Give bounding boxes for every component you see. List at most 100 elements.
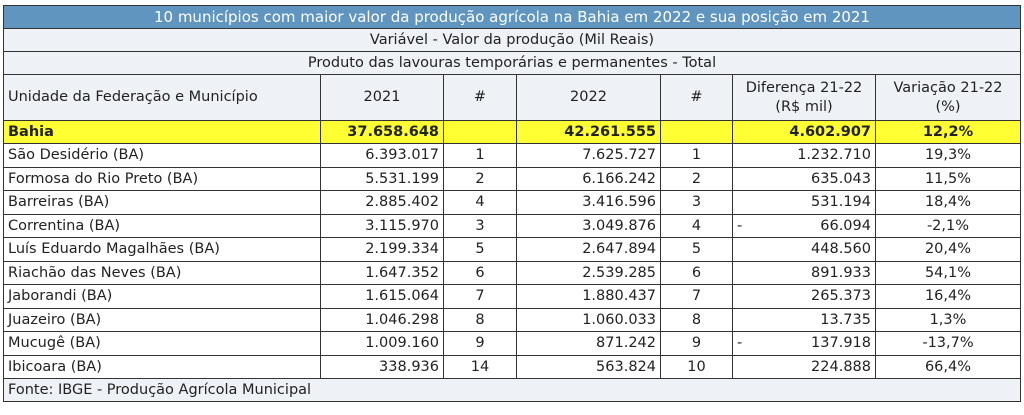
header-var-line1: Variação 21-22 <box>893 79 1003 96</box>
municipality-name: Ibicoara (BA) <box>3 354 321 379</box>
header-unit: Unidade da Federação e Município <box>3 74 321 121</box>
difference: 531.194 <box>732 190 876 215</box>
table-row: Formosa do Rio Preto (BA) 5.531.199 2 6.166… <box>3 166 1021 191</box>
value-2022: 2.539.285 <box>516 260 661 285</box>
value-2022: 2.647.894 <box>516 237 661 262</box>
municipality-name: Riachão das Neves (BA) <box>3 260 321 285</box>
municipality-name: Luís Eduardo Magalhães (BA) <box>3 237 321 262</box>
difference-value: 265.373 <box>811 288 871 305</box>
table-row: Riachão das Neves (BA) 1.647.352 6 2.539.28… <box>3 260 1021 285</box>
table-row: Correntina (BA) 3.115.970 3 3.049.876 4- 66.0… <box>3 213 1021 238</box>
value-2022: 7.625.727 <box>516 143 661 168</box>
table-row: Juazeiro (BA) 1.046.298 8 1.060.033 8 13.735 1… <box>3 307 1021 332</box>
value-2022: 1.060.033 <box>516 307 661 332</box>
rank-2022: 1 <box>660 143 733 168</box>
total-var: 12,2% <box>875 120 1021 144</box>
value-2021: 6.393.017 <box>320 143 444 168</box>
municipality-name: Juazeiro (BA) <box>3 307 321 332</box>
table-row: Ibicoara (BA) 338.936 14 563.824 10 224.888 66… <box>3 354 1021 379</box>
value-2021: 5.531.199 <box>320 166 444 191</box>
rank-2021: 2 <box>443 166 517 191</box>
municipality-name: Barreiras (BA) <box>3 190 321 215</box>
municipality-name: Formosa do Rio Preto (BA) <box>3 166 321 191</box>
rank-2021: 7 <box>443 284 517 309</box>
negative-sign: - <box>737 335 743 352</box>
rank-2021: 1 <box>443 143 517 168</box>
difference: 635.043 <box>732 166 876 191</box>
variation: -13,7% <box>875 331 1021 356</box>
header-diff-line2: (R$ mil) <box>775 98 833 115</box>
rank-2022: 10 <box>660 354 733 379</box>
difference: 13.735 <box>732 307 876 332</box>
rank-2022: 2 <box>660 166 733 191</box>
difference-value: 531.194 <box>811 194 871 211</box>
table-row: São Desidério (BA) 6.393.017 1 7.625.727 1 1.… <box>3 143 1021 168</box>
difference: 448.560 <box>732 237 876 262</box>
table-row: Mucugê (BA) 1.009.160 9 871.242 9-137.918 -13… <box>3 331 1021 356</box>
municipality-name: São Desidério (BA) <box>3 143 321 168</box>
header-var: Variação 21-22 (%) <box>875 74 1021 121</box>
header-2021: 2021 <box>320 74 444 121</box>
difference: 891.933 <box>732 260 876 285</box>
municipality-name: Mucugê (BA) <box>3 331 321 356</box>
value-2022: 6.166.242 <box>516 166 661 191</box>
difference-value: 66.094 <box>820 217 871 234</box>
header-rank-2022: # <box>660 74 733 121</box>
rank-2022: 8 <box>660 307 733 332</box>
header-2022: 2022 <box>516 74 661 121</box>
difference-value: 635.043 <box>811 170 871 187</box>
difference-value: 137.918 <box>811 335 871 352</box>
header-diff-line1: Diferença 21-22 <box>745 79 863 96</box>
value-2022: 1.880.437 <box>516 284 661 309</box>
product-label: Produto das lavouras temporárias e perma… <box>3 51 1021 75</box>
municipality-name: Correntina (BA) <box>3 213 321 238</box>
rank-2022: 4 <box>660 213 733 238</box>
variation: 11,5% <box>875 166 1021 191</box>
header-diff: Diferença 21-22 (R$ mil) <box>732 74 876 121</box>
rank-2022: 9 <box>660 331 733 356</box>
rank-2021: 4 <box>443 190 517 215</box>
rank-2021: 5 <box>443 237 517 262</box>
difference-value: 1.232.710 <box>797 147 871 164</box>
value-2022: 3.416.596 <box>516 190 661 215</box>
production-table: 10 municípios com maior valor da produçã… <box>3 5 1021 402</box>
table-row: Jaborandi (BA) 1.615.064 7 1.880.437 7 265.37… <box>3 284 1021 309</box>
value-2022: 871.242 <box>516 331 661 356</box>
rank-2021: 9 <box>443 331 517 356</box>
variation: 19,3% <box>875 143 1021 168</box>
rank-2022: 7 <box>660 284 733 309</box>
difference: - 66.094 <box>732 213 876 238</box>
difference-value: 13.735 <box>820 311 871 328</box>
table-row: Luís Eduardo Magalhães (BA) 2.199.334 5 2.6… <box>3 237 1021 262</box>
total-row: Bahia 37.658.648 42.261.555 4.602.907 12… <box>3 120 1021 144</box>
negative-sign: - <box>737 217 743 234</box>
value-2021: 1.046.298 <box>320 307 444 332</box>
rank-2021: 6 <box>443 260 517 285</box>
table-title: 10 municípios com maior valor da produçã… <box>3 5 1021 29</box>
value-2021: 3.115.970 <box>320 213 444 238</box>
variation: 18,4% <box>875 190 1021 215</box>
total-diff: 4.602.907 <box>732 120 876 144</box>
rank-2021: 8 <box>443 307 517 332</box>
rank-2021: 14 <box>443 354 517 379</box>
variation: 66,4% <box>875 354 1021 379</box>
value-2021: 2.885.402 <box>320 190 444 215</box>
total-name: Bahia <box>3 120 321 144</box>
total-2022: 42.261.555 <box>516 120 661 144</box>
difference: - 137.918 <box>732 331 876 356</box>
variation: 16,4% <box>875 284 1021 309</box>
header-rank-2021: # <box>443 74 517 121</box>
rank-2022: 5 <box>660 237 733 262</box>
difference: 224.888 <box>732 354 876 379</box>
value-2022: 3.049.876 <box>516 213 661 238</box>
variable-label: Variável - Valor da produção (Mil Reais) <box>3 28 1021 52</box>
value-2021: 1.647.352 <box>320 260 444 285</box>
difference-value: 448.560 <box>811 241 871 258</box>
value-2022: 563.824 <box>516 354 661 379</box>
source-note: Fonte: IBGE - Produção Agrícola Municipa… <box>3 378 1021 402</box>
variation: 20,4% <box>875 237 1021 262</box>
variation: 1,3% <box>875 307 1021 332</box>
difference: 1.232.710 <box>732 143 876 168</box>
value-2021: 1.009.160 <box>320 331 444 356</box>
difference-value: 224.888 <box>811 358 871 375</box>
